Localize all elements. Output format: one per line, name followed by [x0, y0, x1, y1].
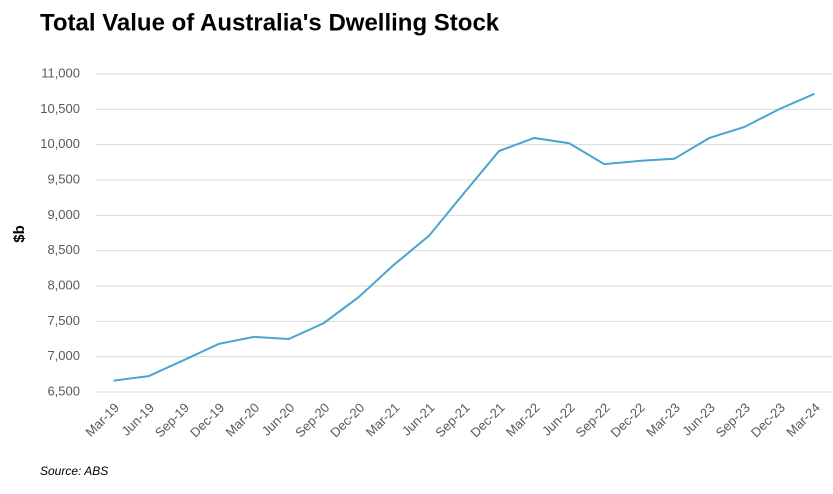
y-tick-label: 6,500 — [47, 383, 80, 398]
x-tick-label: Sep-21 — [432, 400, 472, 440]
x-tick-label: Dec-22 — [608, 400, 648, 440]
chart-title: Total Value of Australia's Dwelling Stoc… — [40, 9, 500, 36]
x-tick-label: Jun-20 — [259, 400, 298, 439]
x-tick-label: Dec-20 — [327, 400, 367, 440]
x-tick-label: Mar-22 — [503, 400, 543, 440]
x-tick-label: Mar-23 — [643, 400, 683, 440]
source-note: Source: ABS — [40, 464, 108, 478]
x-tick-label: Mar-19 — [82, 400, 122, 440]
x-tick-label: Dec-21 — [467, 400, 507, 440]
y-tick-label: 8,000 — [47, 277, 80, 292]
x-tick-label: Mar-24 — [783, 400, 823, 440]
x-tick-label: Mar-20 — [223, 400, 263, 440]
y-tick-label: 11,000 — [41, 65, 80, 80]
data-line — [113, 92, 815, 382]
x-tick-label: Dec-19 — [187, 400, 227, 440]
y-tick-label: 10,000 — [40, 136, 80, 151]
x-tick-label: Dec-23 — [748, 400, 788, 440]
x-tick-label: Sep-22 — [572, 400, 612, 440]
x-tick-label: Sep-19 — [152, 400, 192, 440]
x-tick-label: Mar-21 — [363, 400, 403, 440]
y-tick-label: 8,500 — [47, 242, 80, 257]
y-tick-label: 7,000 — [47, 348, 80, 363]
y-tick-label: 10,500 — [40, 101, 80, 116]
x-tick-label: Sep-20 — [292, 400, 332, 440]
x-tick-label: Jun-19 — [118, 400, 157, 439]
y-tick-label: 9,500 — [47, 171, 80, 186]
x-tick-label: Jun-21 — [399, 400, 438, 439]
y-tick-label: 9,000 — [47, 207, 80, 222]
x-tick-label: Sep-23 — [713, 400, 753, 440]
y-axis-label: $b — [11, 225, 28, 243]
y-tick-label: 7,500 — [47, 313, 80, 328]
x-tick-label: Jun-22 — [539, 400, 578, 439]
x-tick-label: Jun-23 — [679, 400, 718, 439]
